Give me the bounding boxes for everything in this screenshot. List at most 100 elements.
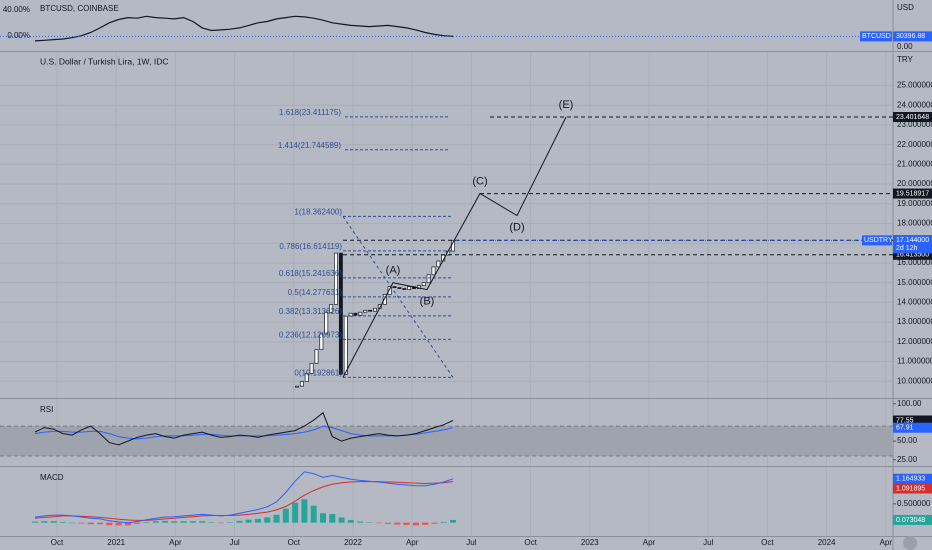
histogram-last: 0.073048 [896, 517, 925, 524]
candle [387, 286, 392, 295]
candle [431, 266, 436, 276]
macd-histogram-bar [97, 522, 104, 525]
macd-histogram-bar [87, 522, 94, 525]
fib-trend [342, 216, 454, 378]
macd-histogram-bar [124, 522, 131, 526]
macd-histogram-bar [78, 522, 85, 524]
macd-histogram-bar [422, 522, 429, 525]
macd-histogram-bar [50, 521, 57, 523]
time-label: Oct [288, 538, 301, 547]
wave-label: (E) [559, 99, 574, 111]
macd-line [34, 471, 454, 524]
candle [407, 286, 412, 290]
fib-label: 0.618(15.241636) [279, 269, 343, 278]
fib-label: 0.786(16.614119) [279, 242, 342, 251]
btc-tag-box [860, 31, 892, 42]
last-price-box [893, 235, 932, 254]
macd-histogram-bar [366, 522, 373, 523]
candle [426, 274, 431, 284]
time-label: Apr [880, 538, 893, 547]
macd-last: 1.164933 [896, 476, 925, 483]
macd-histogram-bar [273, 514, 280, 523]
macd-histogram-bar [357, 521, 364, 523]
macd-histogram-bar [106, 522, 113, 526]
time-label: 2021 [107, 538, 125, 547]
candle [402, 288, 407, 290]
candle [329, 303, 334, 313]
macd-histogram-bar [245, 519, 252, 523]
btc-line [34, 15, 454, 42]
price-label: 13.000000 [897, 317, 932, 326]
macd-histogram-bar [394, 522, 401, 525]
macd-histogram-bar [282, 508, 289, 523]
symbol-tag-text: USDTRY [864, 237, 893, 244]
signal-last: 1.091895 [896, 485, 925, 492]
macd-histogram-bar [143, 521, 150, 523]
candle [373, 307, 377, 312]
signal-last-box [893, 483, 932, 494]
scroll-button[interactable] [903, 536, 917, 550]
candle [353, 312, 358, 316]
macd-histogram-bar [292, 502, 299, 523]
macd-title: MACD [40, 473, 64, 482]
time-label: Oct [761, 538, 774, 547]
countdown: 2d 12h [896, 245, 918, 252]
macd-histogram-bar [59, 521, 66, 523]
candle [334, 252, 338, 305]
macd-histogram-bar [403, 522, 410, 525]
macd-histogram-bar [310, 505, 317, 523]
macd-histogram-bar [375, 522, 382, 524]
fib-label: 0(10.192861) [294, 369, 342, 378]
symbol-tag [862, 235, 892, 246]
macd-histogram-bar [69, 522, 76, 524]
btc-title: BTCUSD, COINBASE [40, 4, 119, 13]
rsi-last: 77.55 [896, 417, 914, 424]
candle [314, 349, 319, 364]
candle [299, 381, 304, 387]
price-label: 24.000000 [897, 100, 932, 109]
macd-histogram-bar [171, 521, 178, 523]
macd-histogram-bar [319, 513, 326, 523]
price-label: 18.000000 [897, 219, 932, 228]
candle [436, 260, 441, 268]
candle [368, 309, 373, 312]
candle [319, 333, 324, 351]
main-title: U.S. Dollar / Turkish Lira, 1W, IDC [40, 56, 168, 66]
btc-last-price-box [893, 31, 932, 42]
rsi-tick-label: 50.00 [897, 436, 918, 445]
price-label: 11.000000 [897, 357, 932, 366]
price-label: 19.000000 [897, 199, 932, 208]
level-label: 23.401648 [896, 114, 929, 121]
macd-histogram-bar [338, 517, 345, 523]
wave-label: (C) [472, 175, 487, 187]
macd-last-box [893, 473, 932, 484]
macd-histogram-bar [431, 522, 438, 524]
price-label: 15.000000 [897, 278, 932, 287]
btc-pct-label: 40.00% [3, 5, 30, 14]
fib-label: 0.5(14.277631) [288, 288, 343, 297]
rsi-last-box [893, 415, 932, 426]
price-label: 16.000000 [897, 258, 932, 267]
btc-axis-label: 0.00 [897, 42, 913, 51]
macd-histogram-bar [134, 522, 141, 524]
rsi-title: RSI [40, 405, 53, 414]
btc-symbol: BTCUSD [862, 33, 891, 40]
candle [358, 311, 363, 316]
fib-label: 0.236(12.120973) [279, 331, 343, 340]
macd-histogram-bar [162, 520, 169, 523]
candle [343, 315, 348, 375]
macd-histogram-bar [264, 517, 271, 523]
candle [309, 363, 314, 374]
macd-histogram-bar [152, 521, 159, 523]
fib-extension-label: 1.618(23.411175) [279, 108, 341, 117]
candle [304, 372, 309, 382]
time-label: Jul [229, 538, 239, 547]
btc-pct-label: 0.00% [7, 31, 30, 40]
macd-histogram-bar [41, 521, 48, 523]
macd-histogram-bar [412, 522, 419, 526]
wave-label: (D) [509, 222, 524, 234]
fib-label: 1(18.362400) [294, 207, 342, 216]
macd-histogram-bar [440, 521, 447, 523]
time-label: Apr [406, 538, 419, 547]
